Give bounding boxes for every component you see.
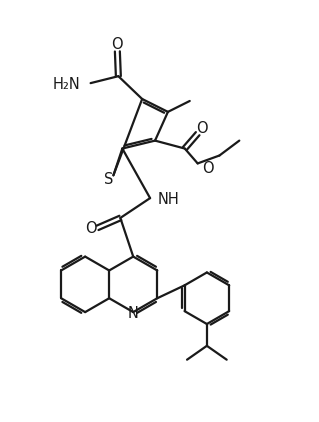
Text: S: S [104, 172, 113, 187]
Text: O: O [203, 161, 214, 176]
Text: O: O [112, 37, 123, 52]
Text: O: O [196, 121, 207, 136]
Text: H₂N: H₂N [53, 77, 81, 92]
Text: NH: NH [158, 192, 180, 207]
Text: O: O [85, 222, 96, 236]
Text: N: N [128, 306, 139, 321]
